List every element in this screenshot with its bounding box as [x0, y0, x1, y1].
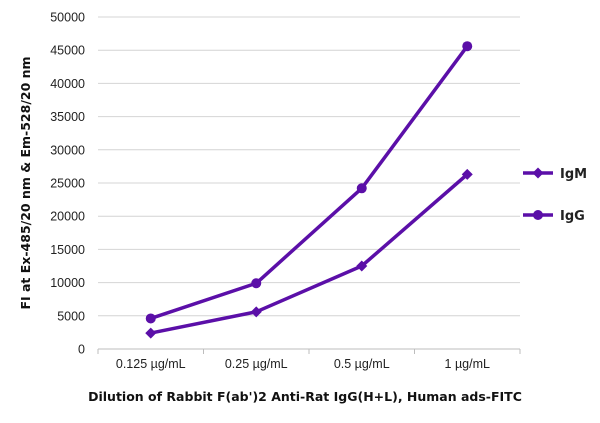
y-tick-label: 35000	[50, 110, 85, 124]
y-tick-label: 20000	[50, 210, 85, 224]
x-tick-label: 1 µg/mL	[445, 357, 490, 371]
y-tick-label: 30000	[50, 143, 85, 157]
data-point-igm	[356, 260, 368, 272]
x-axis-title: Dilution of Rabbit F(ab')2 Anti-Rat IgG(…	[88, 389, 522, 404]
y-tick-label: 40000	[50, 77, 85, 91]
data-point-igg	[251, 278, 262, 289]
data-point-igg	[462, 41, 473, 52]
y-tick-label: 50000	[50, 11, 85, 25]
x-tick-label: 0.125 µg/mL	[116, 357, 186, 371]
x-tick-label: 0.5 µg/mL	[334, 357, 390, 371]
data-point-igg	[356, 183, 367, 194]
data-point-igm	[250, 306, 262, 318]
series-line-igg	[150, 45, 469, 321]
legend-marker-igm	[532, 167, 544, 179]
x-tick-labels: 0.125 µg/mL 0.25 µg/mL 0.5 µg/mL 1 µg/mL	[97, 349, 521, 371]
y-tick-label: 0	[78, 343, 85, 357]
legend-marker-igg	[533, 210, 543, 220]
y-tick-label: 15000	[50, 243, 85, 257]
legend: IgM IgG	[523, 167, 587, 224]
legend-label-igm: IgM	[560, 167, 587, 182]
y-tick-labels: 0 5000 10000 15000 20000 25000 30000 35000 40000…	[50, 11, 85, 357]
gridlines	[98, 16, 520, 317]
legend-label-igg: IgG	[560, 209, 585, 224]
y-tick-label: 25000	[50, 177, 85, 191]
y-tick-label: 5000	[57, 309, 85, 323]
y-tick-label: 45000	[50, 44, 85, 58]
data-point-igm	[145, 327, 157, 339]
series-line-igm	[150, 173, 469, 335]
data-point-igm	[461, 168, 473, 180]
y-axis-title: FI at Ex-485/20 nm & Em-528/20 nm	[18, 56, 33, 309]
data-point-igg	[145, 313, 156, 324]
series-group	[145, 41, 473, 339]
y-tick-label: 10000	[50, 276, 85, 290]
x-tick-label: 0.25 µg/mL	[225, 357, 288, 371]
